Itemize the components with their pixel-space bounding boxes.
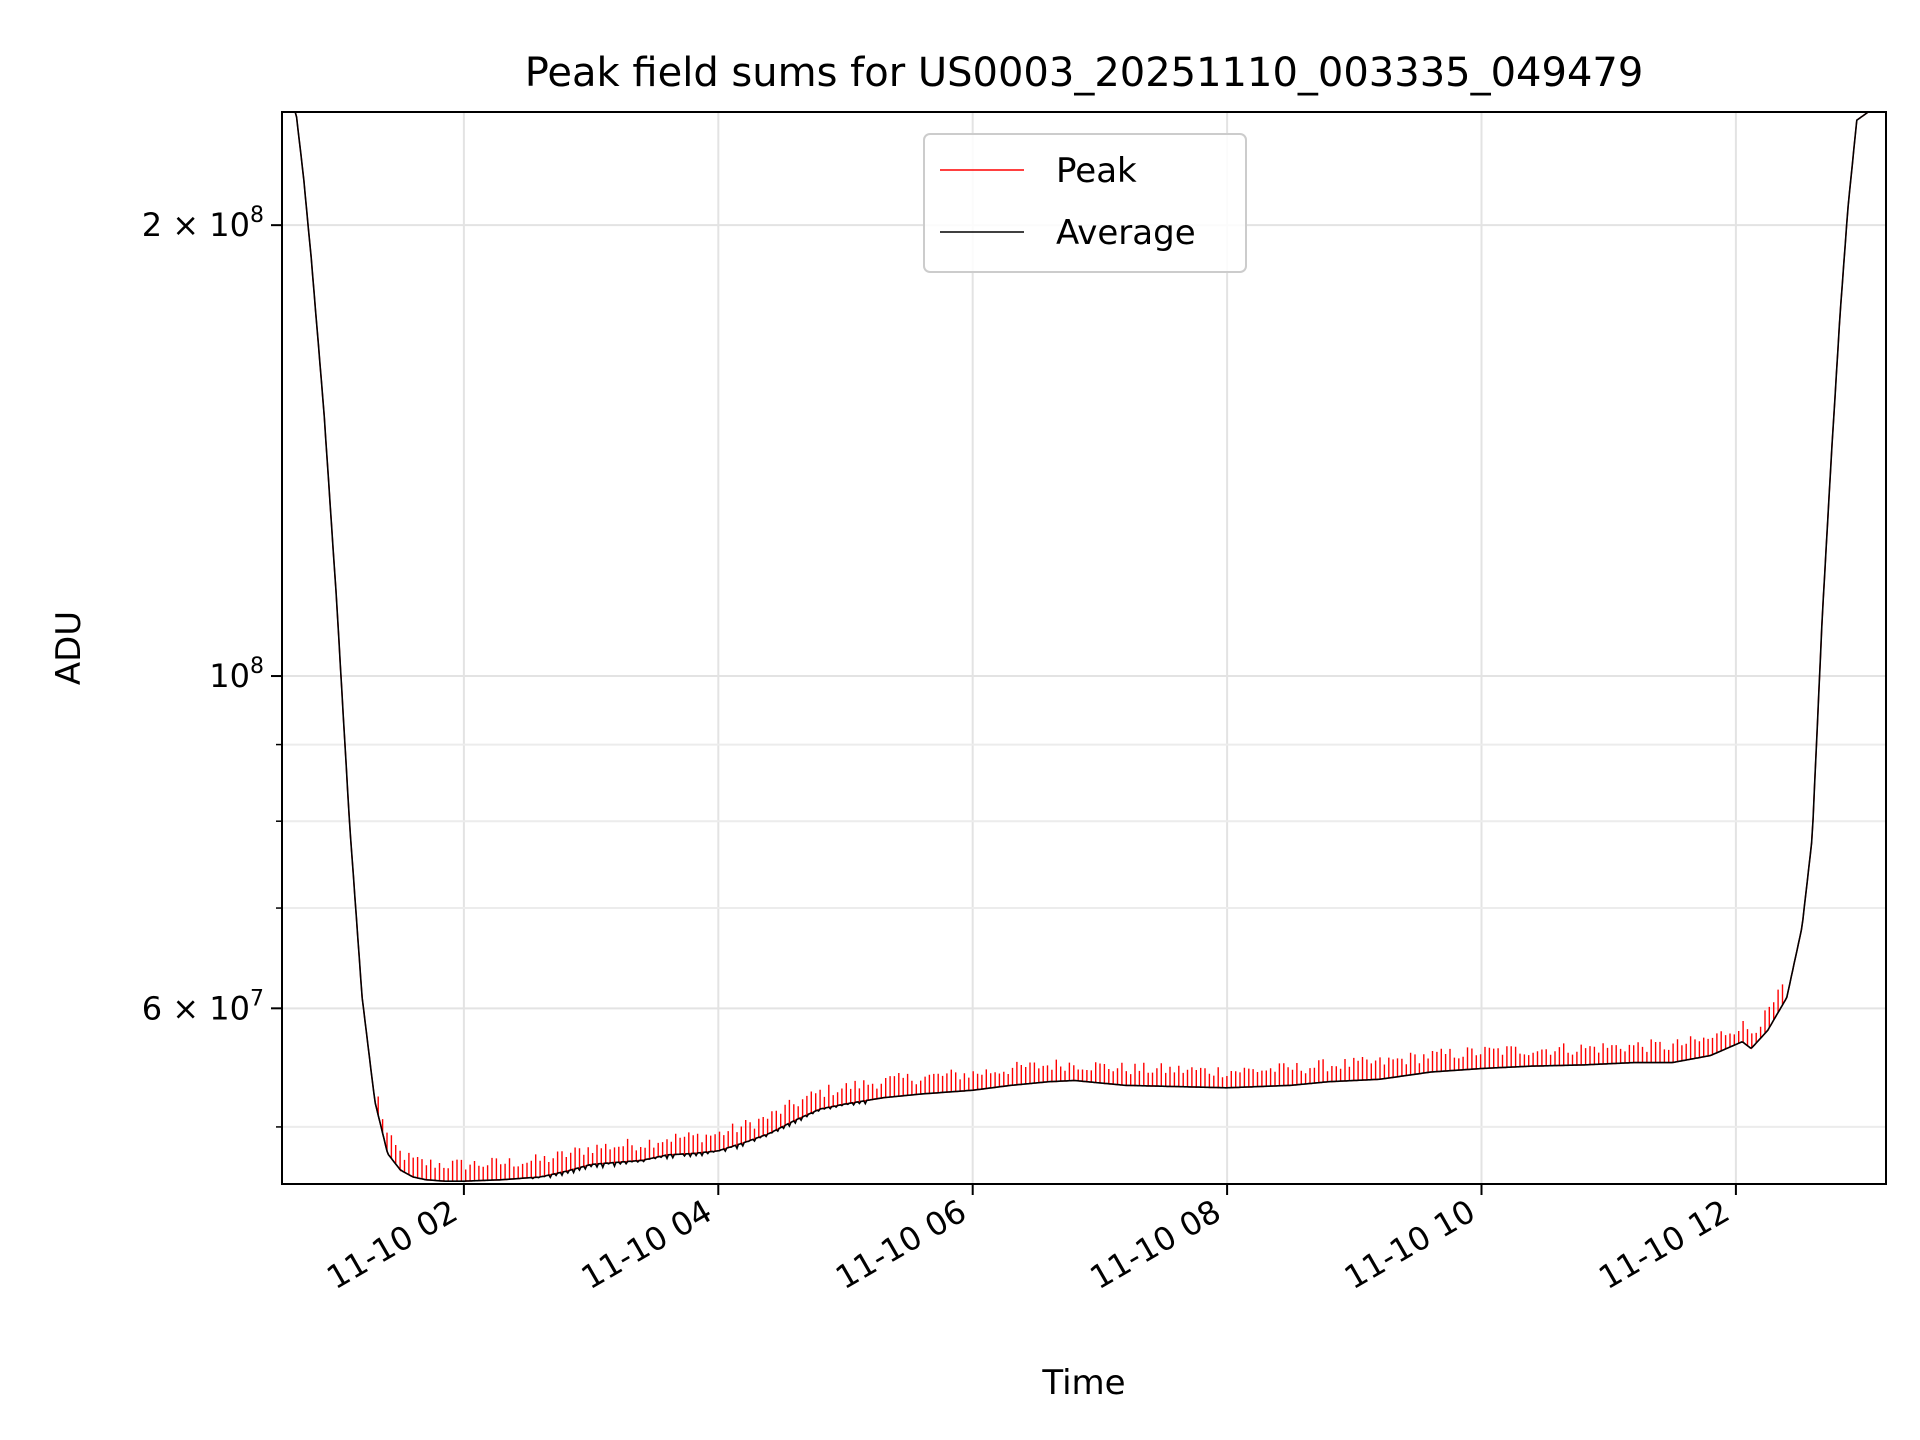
grid: [282, 112, 1886, 1184]
y-tick-label-exponent: 8: [250, 203, 264, 228]
plot-series: [293, 112, 1870, 1182]
chart-title: Peak field sums for US0003_20251110_0033…: [525, 50, 1644, 96]
y-tick-label-base: 6 × 10: [142, 989, 250, 1027]
legend: Peak Average: [923, 133, 1247, 273]
legend-label-average: Average: [1056, 213, 1196, 253]
y-tick-label-exponent: 7: [250, 986, 264, 1011]
y-tick-label: 2 × 108: [142, 203, 264, 244]
y-tick-label: 6 × 107: [142, 986, 264, 1027]
x-axis-label: Time: [1041, 1363, 1125, 1403]
y-tick-label-base: 10: [209, 657, 250, 695]
y-tick-label-base: 2 × 10: [142, 206, 250, 244]
y-axis-label: ADU: [49, 611, 89, 685]
y-tick-label: 108: [209, 654, 264, 695]
legend-label-peak: Peak: [1056, 151, 1137, 191]
y-tick-label-exponent: 8: [250, 654, 264, 679]
plot-frame: [281, 111, 1887, 1185]
legend-box: [923, 133, 1247, 273]
series-line-average: [293, 112, 1870, 1182]
